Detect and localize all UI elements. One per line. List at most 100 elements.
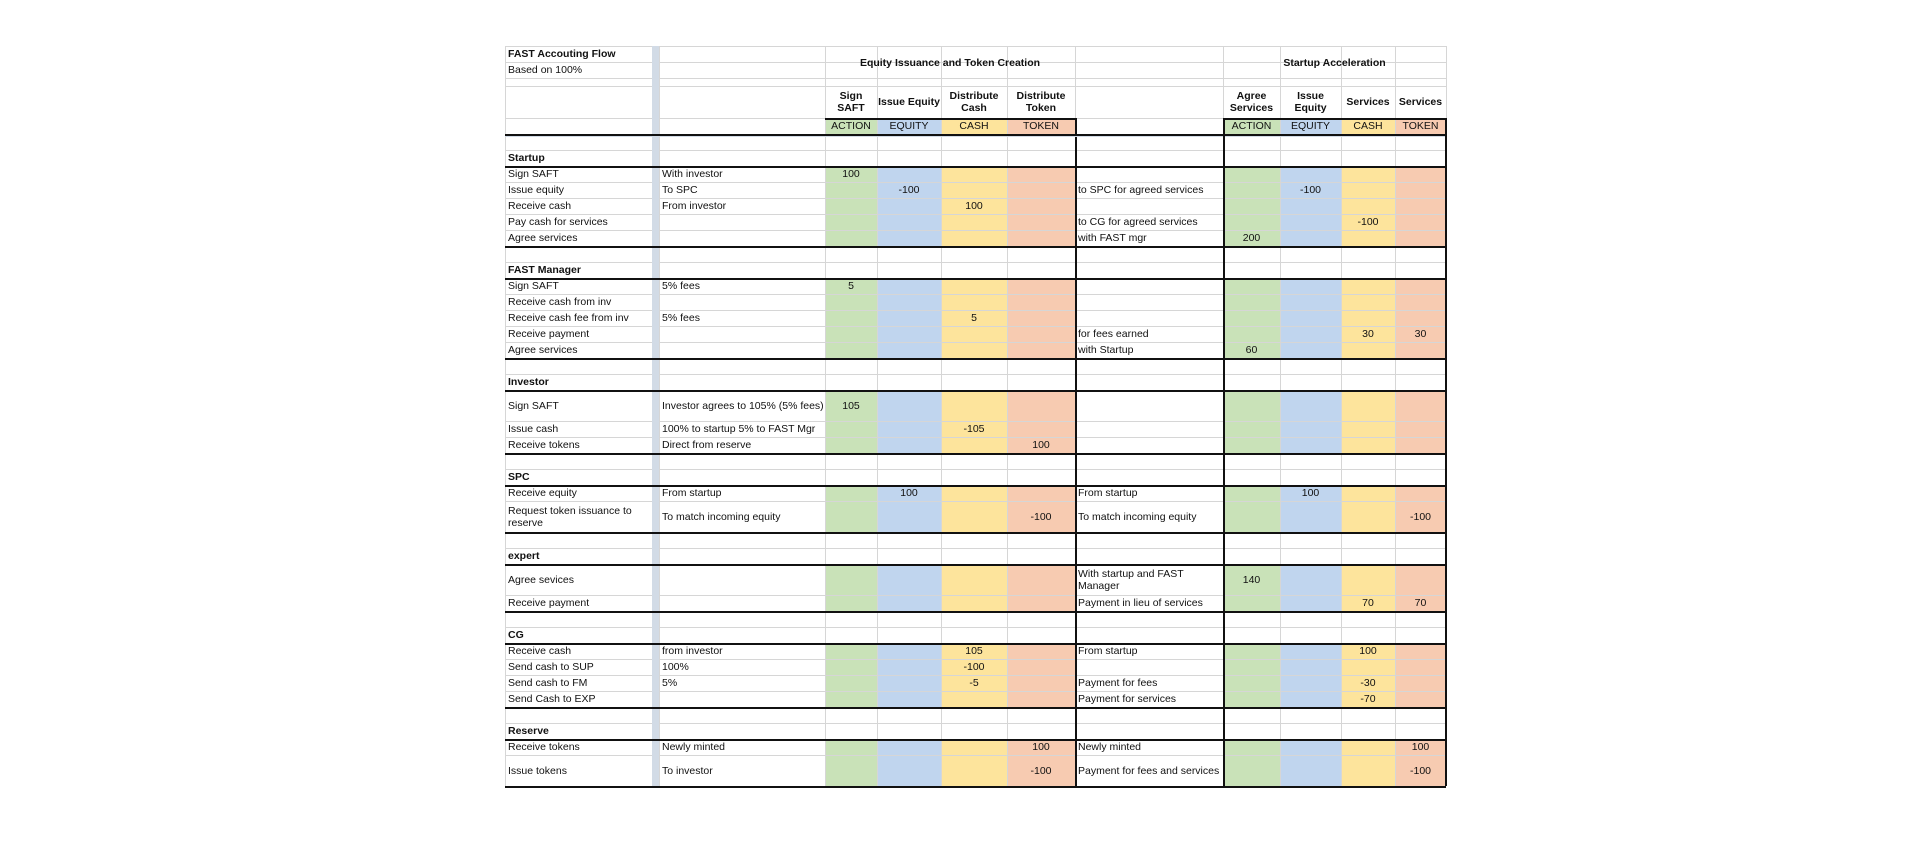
row-label: Agree sevices	[508, 573, 574, 586]
grid-line	[505, 469, 1446, 470]
grid-line	[877, 46, 878, 786]
row-note-acceleration: With startup and FAST Manager	[1078, 567, 1184, 592]
column-tag: CASH	[1353, 120, 1383, 132]
row-label: Issue equity	[508, 184, 565, 196]
value-cell: -100	[1030, 510, 1052, 523]
color-band	[1280, 166, 1341, 246]
section-title: expert	[508, 550, 540, 562]
color-band	[825, 166, 877, 246]
grid-line	[505, 198, 1446, 199]
grid-line	[505, 294, 1446, 295]
grid-line	[505, 326, 1446, 327]
value-cell: -100	[898, 184, 920, 196]
grid-line	[825, 46, 826, 786]
section-border	[505, 786, 1446, 788]
row-note: Newly minted	[662, 741, 726, 753]
sheet-title: FAST Accouting Flow	[508, 48, 616, 60]
column-tag: ACTION	[1231, 120, 1272, 132]
tag-band	[825, 118, 877, 134]
color-band	[941, 564, 1007, 611]
color-band	[1223, 278, 1280, 358]
value-cell: 100	[1032, 439, 1050, 451]
tag-band	[1341, 118, 1395, 134]
row-label: Agree services	[508, 232, 578, 244]
color-band	[1007, 166, 1075, 246]
value-cell: -100	[1030, 764, 1052, 777]
section-border	[505, 707, 1446, 709]
tag-band	[1280, 118, 1341, 134]
value-cell: 60	[1245, 344, 1258, 356]
grid-line	[505, 691, 1446, 692]
value-cell: 100	[1359, 645, 1377, 657]
row-note: 5% fees	[662, 280, 700, 292]
row-note: From startup	[662, 487, 722, 499]
column-tag: TOKEN	[1023, 120, 1059, 132]
value-cell: 5	[848, 280, 854, 292]
row-label: Receive cash fee from inv	[508, 312, 629, 324]
column-header: Agree Services	[1229, 90, 1274, 114]
color-band	[1395, 485, 1446, 532]
color-band	[1395, 564, 1446, 611]
color-band	[877, 485, 941, 532]
grid-line	[505, 46, 1446, 47]
color-band	[877, 166, 941, 246]
row-note: 100% to startup 5% to FAST Mgr	[662, 423, 816, 435]
value-cell: -100	[1357, 216, 1379, 228]
grid-line	[505, 627, 1446, 628]
row-note-acceleration: Payment for services	[1078, 693, 1177, 705]
row-label: Send cash to FM	[508, 677, 588, 689]
value-cell: 30	[1414, 328, 1427, 340]
row-note-acceleration: Newly minted	[1078, 741, 1142, 753]
row-note: 5% fees	[662, 312, 700, 324]
row-label: Receive tokens	[508, 741, 580, 753]
value-cell: -100	[1299, 184, 1321, 196]
grid-line	[505, 86, 1446, 87]
section-border	[505, 739, 1446, 741]
column-tag: EQUITY	[1290, 120, 1331, 132]
border	[505, 134, 1446, 136]
grid-line	[505, 62, 1446, 63]
color-band	[1280, 564, 1341, 611]
row-label: Send Cash to EXP	[508, 693, 596, 705]
column-header: Services	[1346, 96, 1390, 108]
row-note: From investor	[662, 200, 727, 212]
grid-line	[1341, 46, 1342, 786]
row-label: Receive payment	[508, 597, 590, 609]
row-note-acceleration: for fees earned	[1078, 328, 1149, 340]
grid-line	[505, 230, 1446, 231]
grid-line	[1280, 46, 1281, 786]
grid-line	[1007, 46, 1008, 786]
value-cell: -105	[963, 423, 985, 435]
grid-line	[505, 78, 1446, 79]
grid-line	[1395, 46, 1396, 786]
value-cell: 30	[1362, 328, 1374, 340]
tag-band	[1395, 118, 1446, 134]
color-band	[825, 278, 877, 358]
column-tag: TOKEN	[1402, 120, 1439, 132]
sheet-subtitle: Based on 100%	[508, 64, 583, 76]
row-label: Send cash to SUP	[508, 661, 594, 673]
value-cell: 140	[1242, 573, 1261, 586]
section-title: FAST Manager	[508, 264, 581, 276]
value-cell: 100	[842, 168, 860, 180]
value-cell: 70	[1362, 597, 1374, 609]
row-note-acceleration: Payment for fees and services	[1078, 764, 1220, 777]
border	[1075, 118, 1077, 134]
value-cell: 70	[1414, 597, 1427, 609]
column-header: Distribute Cash	[949, 90, 999, 114]
value-cell: 100	[1411, 741, 1430, 753]
border	[1223, 118, 1225, 786]
row-note: To SPC	[662, 184, 698, 196]
row-label: Issue cash	[508, 423, 559, 435]
row-note-acceleration: to SPC for agreed services	[1078, 184, 1204, 196]
grid-line	[505, 723, 1446, 724]
row-label: Sign SAFT	[508, 280, 559, 292]
row-note-acceleration: From startup	[1078, 487, 1138, 499]
section-border	[505, 246, 1446, 248]
value-cell: 100	[900, 487, 918, 499]
color-band	[1007, 739, 1075, 786]
column-header: Issue Equity	[878, 96, 940, 108]
section-title: Reserve	[508, 725, 549, 737]
grid-line	[505, 182, 1446, 183]
column-header: Sign SAFT	[837, 90, 865, 114]
